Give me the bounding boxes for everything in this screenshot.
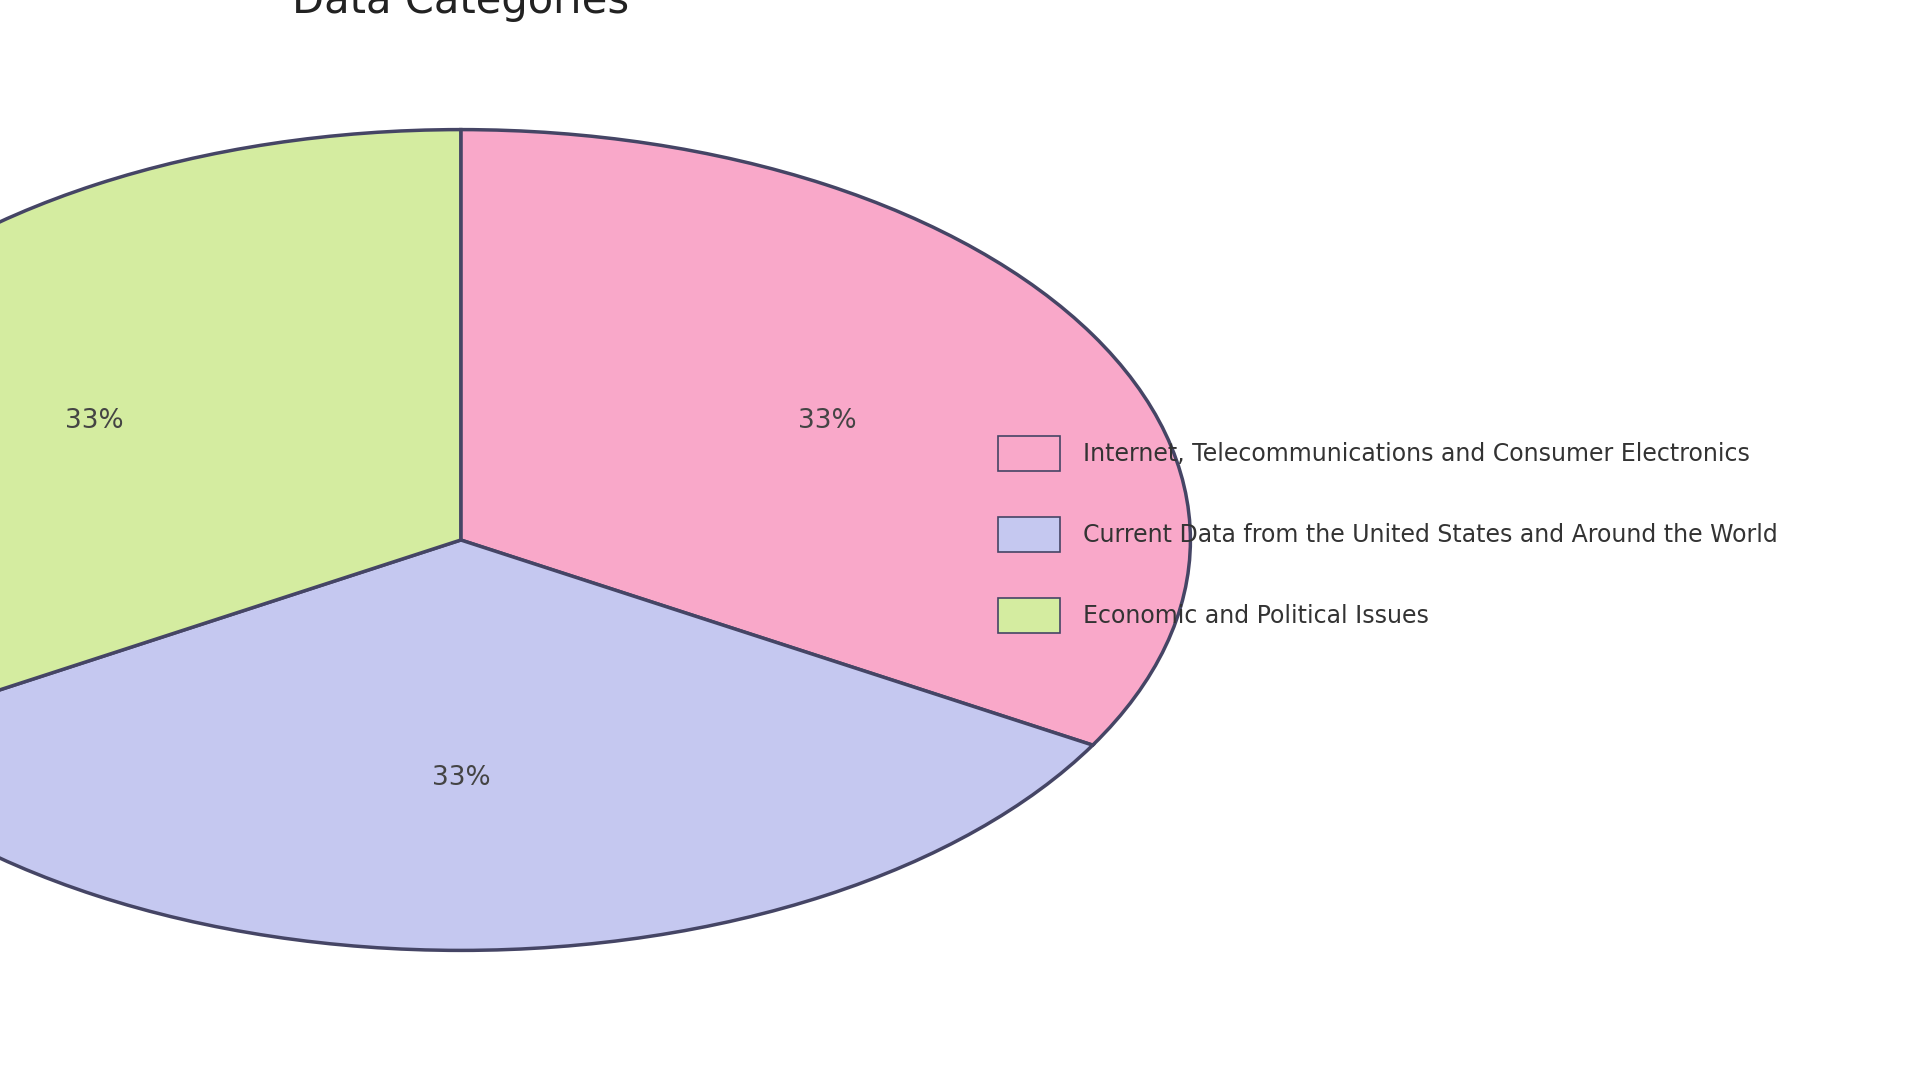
Text: Internet, Telecommunications and Consumer Electronics: Internet, Telecommunications and Consume… — [1083, 442, 1749, 465]
Bar — [998, 517, 1060, 552]
Wedge shape — [0, 540, 1092, 950]
Text: 33%: 33% — [65, 408, 123, 434]
Text: Current Data from the United States and Around the World: Current Data from the United States and … — [1083, 523, 1778, 546]
Text: 33%: 33% — [799, 408, 856, 434]
Bar — [998, 598, 1060, 633]
Wedge shape — [0, 130, 461, 745]
Text: 33%: 33% — [432, 765, 490, 791]
Bar — [998, 436, 1060, 471]
Text: Economic and Political Issues: Economic and Political Issues — [1083, 604, 1428, 627]
Wedge shape — [461, 130, 1190, 745]
Text: Data Categories: Data Categories — [292, 0, 630, 22]
